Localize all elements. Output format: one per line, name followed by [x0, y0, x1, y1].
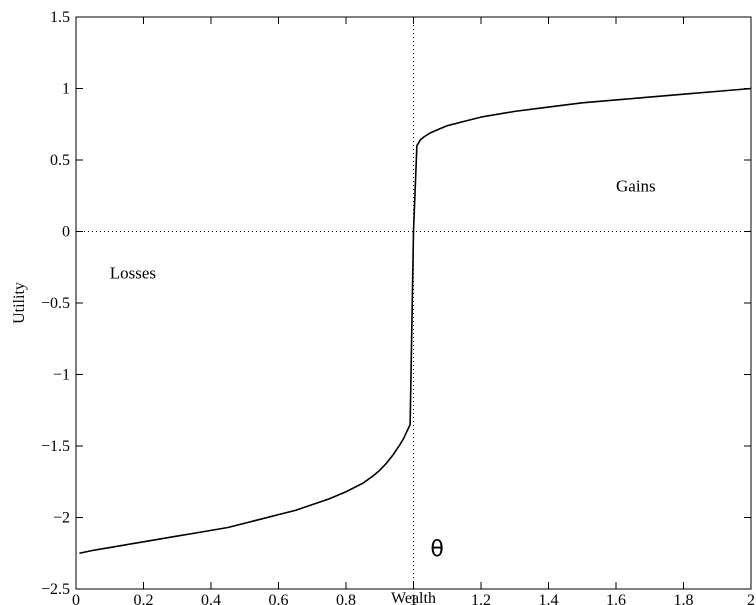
y-tick-label: −2: [53, 510, 70, 527]
x-tick-label: 0.8: [336, 592, 356, 605]
x-tick-label: 1: [410, 592, 418, 605]
region-annotation: Gains: [616, 176, 656, 195]
x-tick-label: 1.6: [606, 592, 626, 605]
y-tick-label: 1: [62, 81, 70, 98]
annotations: Losses Gains θ: [110, 176, 656, 562]
x-tick-label: 0: [72, 592, 80, 605]
x-tick-label: 2: [747, 592, 755, 605]
y-tick-label: 0.5: [50, 152, 70, 169]
series-line: [79, 87, 752, 555]
x-tick-label: 0.2: [134, 592, 154, 605]
y-tick-label: −1: [53, 367, 70, 384]
y-tick-label: −1.5: [41, 438, 70, 455]
y-axis-label: Utility: [11, 282, 28, 324]
reference-lines: [76, 17, 751, 589]
x-tick-label: 0.4: [201, 592, 221, 605]
x-tick-label: 1.4: [539, 592, 559, 605]
y-tick-label: 0: [62, 224, 70, 241]
plot-area: [75, 16, 752, 590]
series-layer: [79, 87, 752, 555]
x-axis-label: Wealth: [391, 590, 436, 605]
y-tick-label: −0.5: [41, 295, 70, 312]
region-annotation: Losses: [110, 264, 156, 283]
theta-annotation: θ: [430, 537, 443, 562]
axis-ticks: 0 0.2 0.4 0.6 0.8 1 1.2 1.4 1.6 1.8 2 −2.5 −2 −1.5 −1 −…: [41, 9, 755, 605]
x-tick-label: 1.8: [674, 592, 694, 605]
y-tick-label: −2.5: [41, 581, 70, 598]
x-tick-label: 1.2: [471, 592, 491, 605]
y-tick-label: 1.5: [50, 9, 70, 26]
x-tick-label: 0.6: [269, 592, 289, 605]
